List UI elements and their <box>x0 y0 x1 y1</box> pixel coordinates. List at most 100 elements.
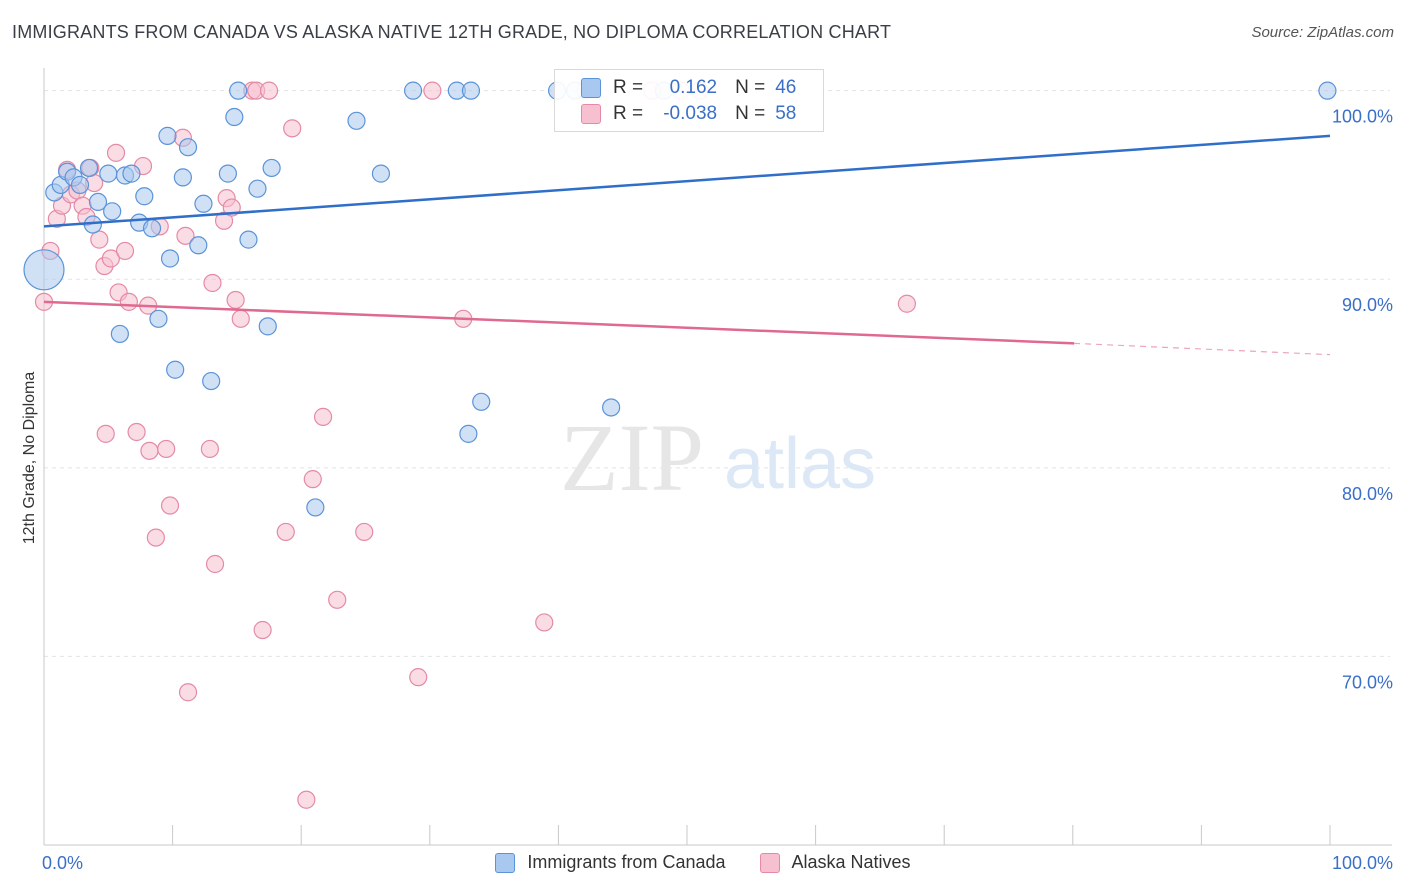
data-point <box>262 158 281 178</box>
data-point <box>303 470 322 489</box>
n-label: N = <box>735 103 766 124</box>
data-point <box>355 522 374 542</box>
data-point <box>239 230 258 249</box>
series-immigrants-from-canada <box>23 81 1337 517</box>
data-point <box>194 194 213 213</box>
data-point <box>115 241 135 261</box>
pink-swatch <box>759 852 780 873</box>
legend-row-alaska: R = -0.038 N = 58 <box>581 102 796 126</box>
data-point <box>157 439 176 459</box>
data-point <box>160 249 180 268</box>
pink-swatch <box>581 104 601 124</box>
watermark-atlas: atlas <box>724 424 876 504</box>
legend-item-canada[interactable]: Immigrants from Canada <box>495 852 726 873</box>
watermark-zip: ZIP <box>560 404 704 511</box>
data-point <box>135 187 154 206</box>
data-point <box>313 407 333 426</box>
series-legend: Immigrants from Canada Alaska Natives <box>0 852 1406 873</box>
trend-lines <box>43 134 1331 356</box>
legend-label-canada: Immigrants from Canada <box>527 852 726 872</box>
data-point <box>23 249 65 291</box>
data-point <box>203 273 222 293</box>
x-tick-label-max: 100.0% <box>1332 853 1393 873</box>
watermark: ZIP atlas <box>560 404 876 511</box>
r-value: 0.162 <box>669 77 718 98</box>
data-point <box>166 360 185 379</box>
trend-line-alaska <box>43 300 1075 345</box>
n-label: N = <box>735 77 766 98</box>
r-label: R = <box>613 77 644 98</box>
data-point <box>127 422 146 442</box>
y-tick-label: 80.0% <box>1342 484 1393 504</box>
data-point <box>231 309 250 328</box>
data-point <box>461 81 481 100</box>
data-point <box>602 398 621 417</box>
data-point <box>176 226 195 245</box>
data-point <box>140 441 159 460</box>
data-point <box>218 164 237 183</box>
data-point <box>306 498 325 517</box>
data-point <box>119 292 138 311</box>
blue-swatch <box>581 78 601 98</box>
data-point <box>229 81 248 100</box>
data-point <box>258 317 277 336</box>
blue-swatch <box>495 852 516 873</box>
legend-item-alaska[interactable]: Alaska Natives <box>759 852 911 873</box>
chart-title: IMMIGRANTS FROM CANADA VS ALASKA NATIVE … <box>12 22 892 42</box>
data-point <box>347 111 366 130</box>
data-point <box>96 424 115 443</box>
data-point <box>88 192 108 212</box>
data-point <box>90 230 109 249</box>
x-tick-label-min: 0.0% <box>42 853 83 873</box>
data-point <box>248 179 267 198</box>
data-point <box>459 424 478 443</box>
data-point <box>146 528 165 547</box>
data-point <box>106 143 126 162</box>
data-point <box>200 439 219 459</box>
data-point <box>283 119 302 138</box>
data-point <box>99 164 118 183</box>
n-value: 46 <box>775 77 797 98</box>
data-point <box>101 249 120 268</box>
y-tick-label: 70.0% <box>1342 672 1393 692</box>
data-point <box>178 138 198 157</box>
data-point <box>276 522 295 542</box>
data-point <box>110 324 129 344</box>
axes <box>43 68 1392 846</box>
data-point <box>259 81 279 100</box>
data-point <box>160 496 180 515</box>
data-point <box>253 620 272 640</box>
data-point <box>189 236 208 255</box>
data-point <box>205 554 225 574</box>
data-point <box>103 202 122 221</box>
y-tick-label: 90.0% <box>1342 295 1393 315</box>
data-point <box>122 164 141 183</box>
data-point <box>79 158 99 178</box>
data-point <box>423 81 442 100</box>
data-point <box>70 175 90 195</box>
data-point <box>409 668 428 687</box>
data-point <box>173 168 192 187</box>
data-point <box>535 613 554 632</box>
y-tick-label: 100.0% <box>1332 107 1393 127</box>
data-point <box>472 392 491 411</box>
data-point <box>226 290 245 310</box>
data-point <box>297 790 316 809</box>
data-point <box>158 126 177 145</box>
stats-legend: R = 0.162 N = 46 R = -0.038 N = 58 <box>554 69 824 132</box>
tick-labels: 70.0% 80.0% 90.0% 100.0% 0.0% 100.0% <box>42 107 1393 873</box>
data-point <box>225 107 244 127</box>
trend-line-canada <box>43 134 1331 228</box>
r-value: -0.038 <box>663 103 718 124</box>
data-point <box>178 683 198 702</box>
source-credit: Source: ZipAtlas.com <box>1251 24 1394 41</box>
n-value: 58 <box>775 103 797 124</box>
data-point <box>1318 81 1337 100</box>
data-point <box>897 294 917 313</box>
legend-row-canada: R = 0.162 N = 46 <box>581 76 796 100</box>
r-label: R = <box>613 103 644 124</box>
gridlines <box>44 90 1390 657</box>
legend-label-alaska: Alaska Natives <box>791 852 911 872</box>
data-point <box>403 81 423 100</box>
